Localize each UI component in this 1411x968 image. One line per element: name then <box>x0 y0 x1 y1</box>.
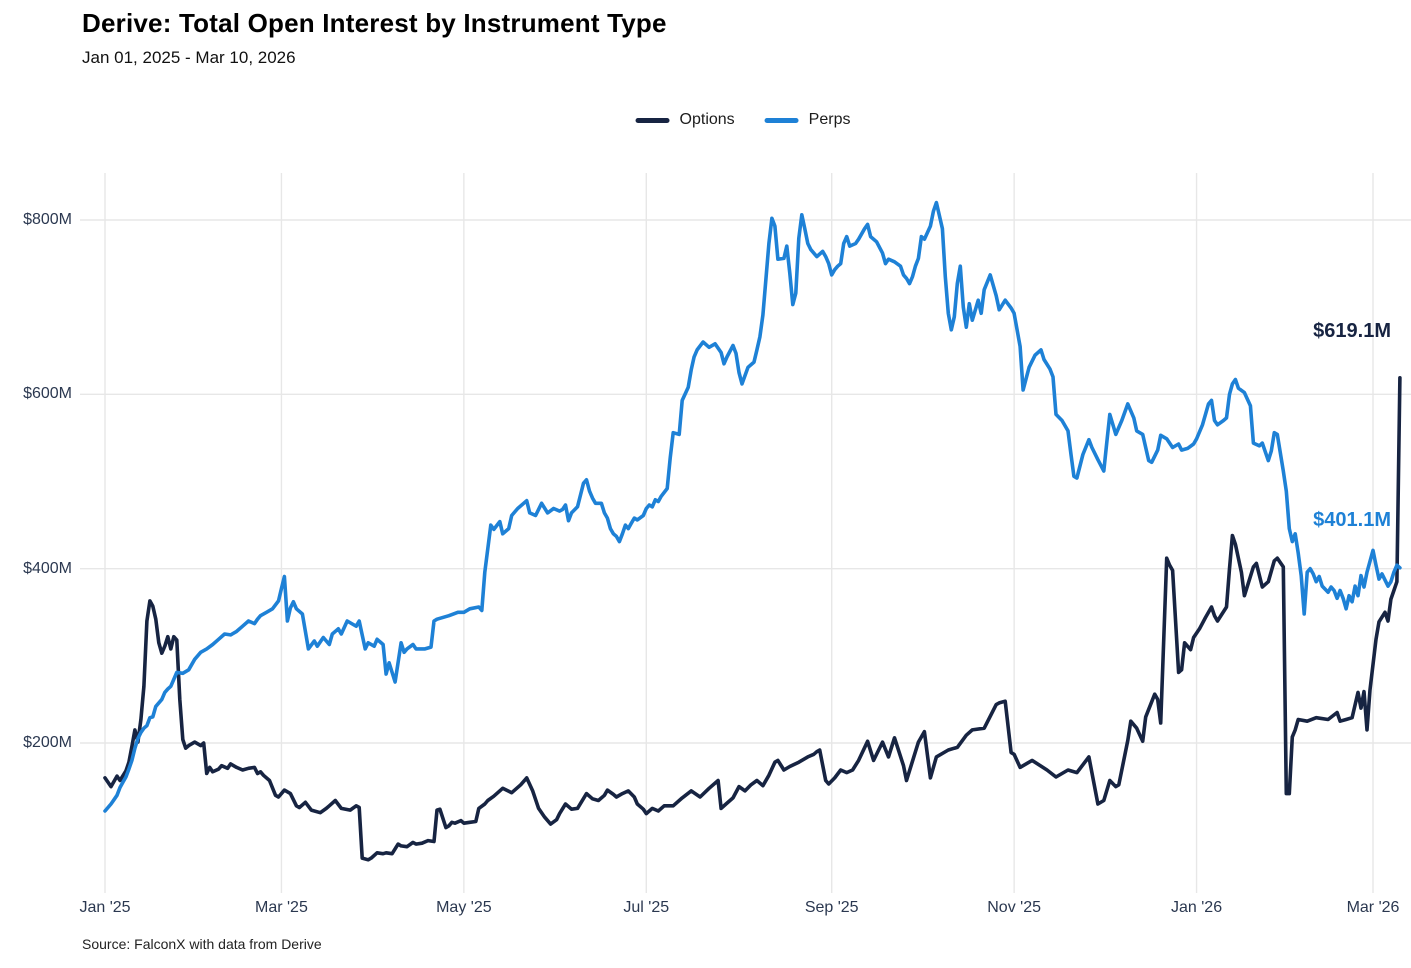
x-axis-tick-label: Mar '26 <box>1346 899 1400 916</box>
legend-item-options[interactable]: Options <box>635 111 735 129</box>
x-axis-tick-label: Jan '26 <box>1171 899 1223 916</box>
y-axis-tick-label: $800M <box>23 211 72 228</box>
legend-item-perps[interactable]: Perps <box>764 111 851 129</box>
perps-series-line <box>103 200 1402 813</box>
x-axis-tick-label: Jan '25 <box>79 899 131 916</box>
x-axis-tick-label: Sep '25 <box>804 899 859 916</box>
perps-last-value-label: $401.1M <box>1313 509 1391 531</box>
legend-label-perps: Perps <box>808 111 851 128</box>
y-axis-tick-label: $200M <box>23 734 72 751</box>
options-series-line <box>103 375 1402 862</box>
y-axis-tick-label: $600M <box>23 385 72 403</box>
chart-subtitle: Jan 01, 2025 - Mar 10, 2026 <box>82 48 296 67</box>
x-axis-tick-label: Jul '25 <box>623 899 670 916</box>
x-axis-tick-label: May '25 <box>436 899 492 916</box>
perps-line-swatch-icon <box>764 117 799 123</box>
options-last-value-label: $619.1M <box>1313 320 1391 342</box>
x-axis-tick-label: Mar '25 <box>255 899 308 916</box>
chart-title: Derive: Total Open Interest by Instrumen… <box>82 8 667 38</box>
legend: Options Perps <box>635 111 851 129</box>
source-note: Source: FalconX with data from Derive <box>82 936 322 952</box>
options-line-swatch-icon <box>635 117 670 123</box>
y-axis-tick-label: $400M <box>23 559 72 577</box>
x-axis-tick-label: Nov '25 <box>987 899 1041 916</box>
legend-label-options: Options <box>679 111 735 128</box>
